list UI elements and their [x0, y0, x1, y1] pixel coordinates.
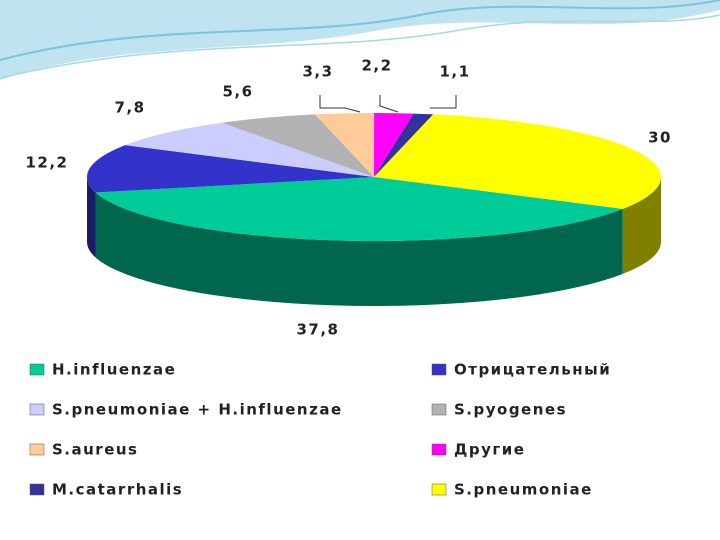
slice-side [622, 177, 661, 274]
value-label: 37,8 [296, 321, 339, 339]
wave-line [0, 0, 720, 61]
slice [86, 145, 374, 258]
leader-lines [319, 95, 457, 113]
slice-top [315, 113, 375, 177]
value-label: 7,8 [114, 99, 145, 117]
legend-swatch [431, 403, 447, 416]
legend-label: S.aureus [52, 441, 138, 459]
wave [0, 0, 720, 80]
value-label: 12,2 [25, 154, 68, 172]
slice-top [86, 145, 374, 193]
leader-line [430, 95, 457, 109]
legend: H.influenzae Отрицательный S.pneumoniae + … [29, 361, 611, 499]
legend-swatch [431, 483, 447, 496]
slice [221, 114, 374, 177]
slice-top [221, 114, 374, 177]
slice [95, 177, 623, 307]
legend-swatch [29, 403, 45, 416]
slice [125, 122, 375, 177]
slice [315, 113, 375, 177]
legend-swatch [29, 483, 45, 496]
legend-label: S.pyogenes [454, 401, 567, 419]
value-label: 5,6 [222, 83, 253, 101]
legend-swatch [431, 443, 447, 456]
slice-side [95, 192, 623, 307]
pie [86, 113, 662, 307]
wave-line [0, 14, 720, 79]
header-decoration [0, 0, 720, 80]
slice [374, 113, 414, 177]
slice-top [374, 113, 434, 177]
value-label: 3,3 [302, 63, 333, 81]
legend-label: S.pneumoniae [454, 481, 593, 499]
legend-label: S.pneumoniae + H.influenzae [52, 401, 343, 419]
legend-label: M.catarrhalis [52, 481, 183, 499]
legend-label: Другие [454, 441, 525, 459]
value-label: 30 [648, 129, 672, 147]
slice [374, 113, 434, 177]
value-labels: 37,8 12,2 7,8 5,6 3,3 2,2 1,1 30 [25, 57, 672, 339]
legend-label: H.influenzae [52, 361, 176, 379]
leader-line [319, 95, 361, 113]
slice-top [374, 113, 414, 177]
value-label: 2,2 [361, 57, 392, 75]
legend-swatch [29, 363, 45, 376]
legend-swatch [431, 363, 447, 376]
slice-top [125, 122, 375, 177]
value-label: 1,1 [439, 63, 470, 81]
slice-side [87, 177, 96, 258]
slice-top [95, 177, 623, 242]
legend-swatch [29, 443, 45, 456]
slice [374, 114, 662, 274]
leader-line [379, 95, 399, 113]
legend-label: Отрицательный [454, 361, 611, 379]
slice-top [374, 114, 662, 209]
